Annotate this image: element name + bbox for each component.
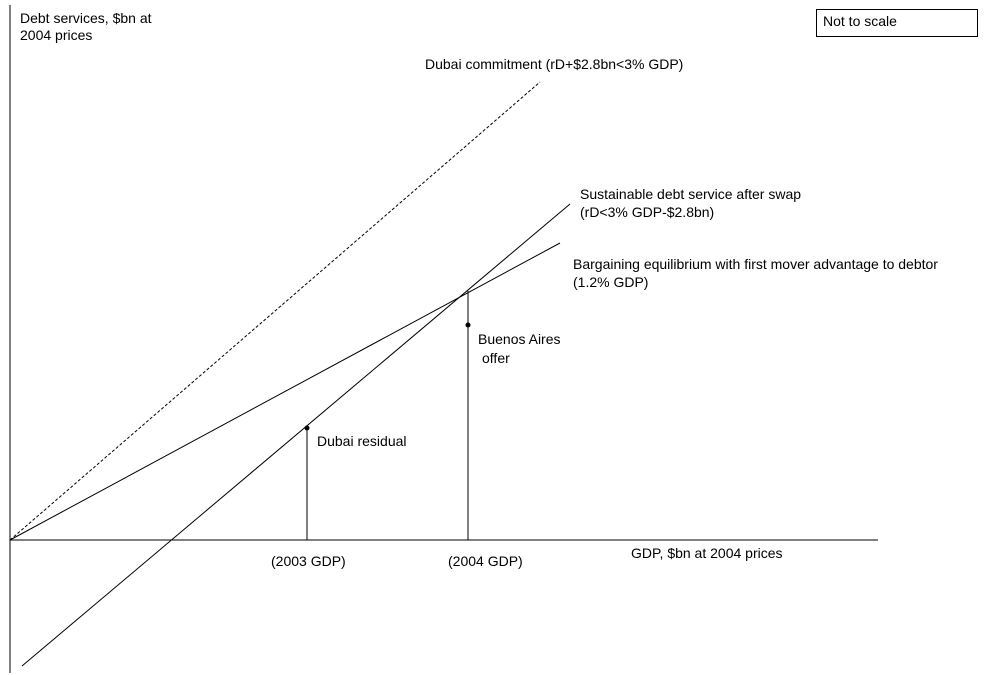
scale-note-box: Not to scale bbox=[816, 9, 978, 37]
dubai-commitment-label: Dubai commitment (rD+$2.8bn<3% GDP) bbox=[425, 56, 684, 72]
gdp-2004-tick-label: (2004 GDP) bbox=[448, 553, 523, 569]
dubai-residual-point bbox=[304, 425, 310, 431]
buenos-aires-label-line1: Buenos Aires bbox=[478, 331, 561, 347]
sustainable-label-line1: Sustainable debt service after swap bbox=[580, 186, 802, 202]
x-axis-label: GDP, $bn at 2004 prices bbox=[631, 545, 783, 561]
dubai-residual-label: Dubai residual bbox=[317, 433, 407, 449]
bargaining-label-line1: Bargaining equilibrium with first mover … bbox=[573, 256, 938, 272]
bargaining-equilibrium-line bbox=[9, 242, 561, 541]
y-axis-label-line1: Debt services, $bn at bbox=[20, 10, 152, 26]
buenos-aires-label-line2: offer bbox=[482, 350, 510, 366]
sustainable-label-line2: (rD<3% GDP-$2.8bn) bbox=[580, 204, 715, 220]
y-axis-label-line2: 2004 prices bbox=[20, 27, 93, 43]
bargaining-label-line2: (1.2% GDP) bbox=[573, 274, 649, 290]
buenos-aires-point bbox=[465, 322, 471, 328]
dubai-commitment-line bbox=[9, 81, 541, 541]
gdp-2003-tick-label: (2003 GDP) bbox=[271, 553, 346, 569]
scale-note-text: Not to scale bbox=[823, 13, 897, 29]
sustainable-debt-line bbox=[21, 203, 571, 667]
